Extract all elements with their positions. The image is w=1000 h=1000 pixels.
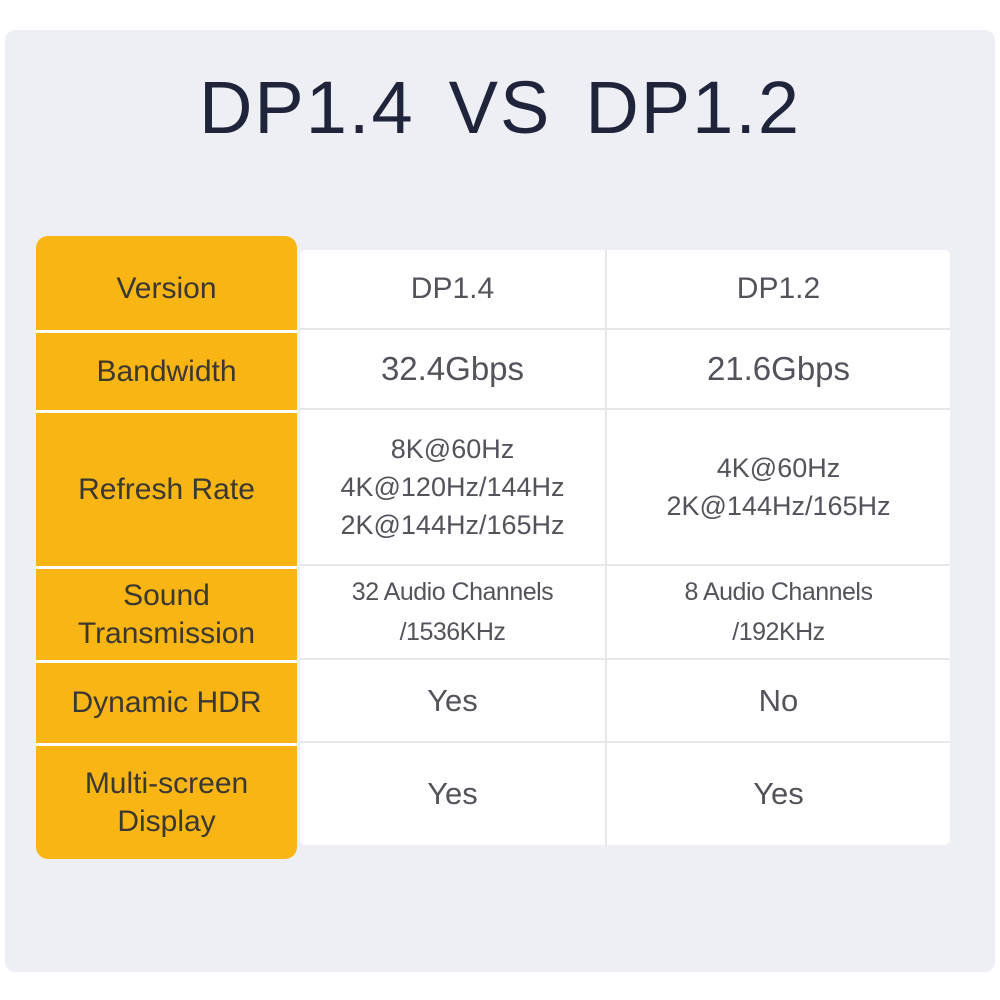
feature-label-bandwidth: Bandwidth xyxy=(36,333,297,410)
cell-refresh-dp14: 8K@60Hz 4K@120Hz/144Hz 2K@144Hz/165Hz xyxy=(300,410,607,566)
feature-label-multiscreen: Multi-screen Display xyxy=(36,746,297,859)
page-title: DP1.4 VS DP1.2 xyxy=(0,68,1000,148)
cell-refresh-dp12: 4K@60Hz 2K@144Hz/165Hz xyxy=(607,410,950,566)
title-dp14: DP1.4 xyxy=(198,66,415,149)
feature-label-refresh-rate: Refresh Rate xyxy=(36,413,297,566)
values-grid: DP1.4 DP1.2 32.4Gbps 21.6Gbps 8K@60Hz 4K… xyxy=(300,250,950,845)
cell-sound-dp14: 32 Audio Channels /1536KHz xyxy=(300,566,607,660)
cell-bandwidth-dp14: 32.4Gbps xyxy=(300,330,607,410)
cell-version-dp14: DP1.4 xyxy=(300,250,607,330)
cell-bandwidth-dp12: 21.6Gbps xyxy=(607,330,950,410)
comparison-table: Version Bandwidth Refresh Rate Sound Tra… xyxy=(36,236,950,859)
cell-version-dp12: DP1.2 xyxy=(607,250,950,330)
cell-hdr-dp14: Yes xyxy=(300,660,607,743)
feature-label-version: Version xyxy=(36,236,297,330)
cell-multiscreen-dp14: Yes xyxy=(300,743,607,845)
title-vs: VS xyxy=(448,66,552,149)
title-dp12: DP1.2 xyxy=(585,66,802,149)
cell-hdr-dp12: No xyxy=(607,660,950,743)
feature-label-dynamic-hdr: Dynamic HDR xyxy=(36,663,297,743)
feature-column: Version Bandwidth Refresh Rate Sound Tra… xyxy=(36,236,297,859)
feature-label-sound: Sound Transmission xyxy=(36,569,297,660)
cell-sound-dp12: 8 Audio Channels /192KHz xyxy=(607,566,950,660)
cell-multiscreen-dp12: Yes xyxy=(753,776,804,811)
